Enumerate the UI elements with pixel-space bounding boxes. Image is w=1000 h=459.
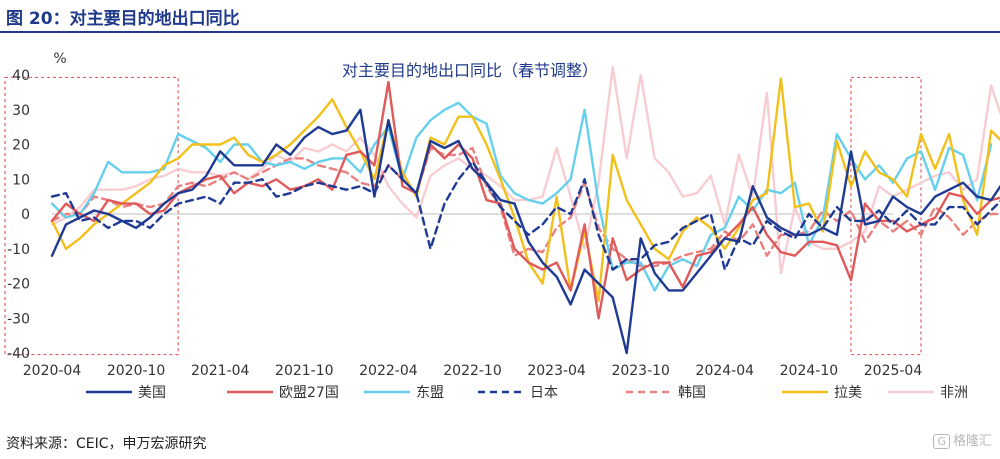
legend-label: 拉美 — [834, 385, 862, 401]
figure-title: 图 20：对主要目的地出口同比 — [6, 9, 240, 29]
watermark-text: 格隆汇 — [952, 434, 992, 449]
x-tick-label: 2023-10 — [611, 363, 670, 379]
x-tick-label: 2023-04 — [527, 363, 586, 379]
series-line-4 — [50, 146, 1000, 268]
legend-label: 东盟 — [416, 385, 444, 401]
x-tick-label: 2021-04 — [191, 363, 250, 379]
watermark: G 格隆汇 — [933, 430, 992, 449]
legend-label: 日本 — [530, 385, 558, 401]
x-tick-label: 2024-04 — [696, 363, 755, 379]
chart-title: 对主要目的地出口同比（春节调整） — [342, 61, 598, 80]
y-tick-label: 40 — [12, 68, 30, 84]
legend-label: 美国 — [138, 385, 166, 401]
y-tick-label: 0 — [21, 207, 30, 223]
series-line-1 — [50, 80, 1000, 320]
legend-label: 非洲 — [940, 385, 968, 401]
series-line-2 — [50, 101, 993, 292]
watermark-logo-icon: G — [933, 434, 950, 449]
y-tick-label: 30 — [12, 103, 30, 119]
x-tick-label: 2020-04 — [23, 363, 82, 379]
y-axis-unit: % — [53, 51, 66, 67]
series-line-3 — [50, 160, 1000, 271]
series-line-0 — [50, 108, 1000, 355]
y-tick-label: -20 — [7, 277, 30, 293]
legend-label: 韩国 — [678, 385, 706, 401]
y-tick-label: 20 — [12, 138, 30, 154]
source-note: 资料来源：CEIC，申万宏源研究 — [6, 436, 207, 452]
y-tick-label: -30 — [7, 311, 30, 327]
highlight-box — [4, 76, 179, 356]
y-tick-label: -40 — [7, 346, 30, 362]
legend-label: 欧盟27国 — [279, 385, 339, 401]
x-tick-label: 2022-04 — [359, 363, 418, 379]
title-divider — [0, 31, 1000, 33]
x-tick-label: 2020-10 — [107, 363, 166, 379]
x-tick-label: 2021-10 — [275, 363, 334, 379]
x-tick-label: 2022-10 — [443, 363, 502, 379]
y-tick-label: 10 — [12, 172, 30, 188]
y-tick-label: -10 — [7, 242, 30, 258]
x-tick-label: 2025-04 — [864, 363, 923, 379]
x-tick-label: 2024-10 — [780, 363, 839, 379]
